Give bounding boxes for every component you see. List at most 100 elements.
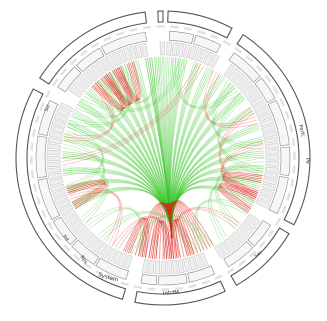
- blurred-label: [31, 128, 36, 138]
- leaf-node: [105, 54, 117, 69]
- leaf-node: [69, 218, 83, 231]
- leaf-node: [47, 167, 62, 174]
- subgroup-arc-19: [75, 47, 105, 73]
- blurred-label: [129, 27, 138, 32]
- trunk-edge-14: [168, 57, 177, 239]
- leaf-node: [259, 188, 274, 198]
- blurred-label: [107, 276, 116, 282]
- leaf-node: [171, 42, 179, 57]
- edge-157: [218, 107, 255, 202]
- leaf-node: [86, 235, 99, 249]
- label-sec: Sec: [253, 249, 263, 259]
- edge-210: [103, 213, 192, 256]
- edge-148: [203, 70, 259, 128]
- leaf-node: [76, 76, 90, 90]
- leaf-node-ring: [46, 41, 280, 275]
- trunk-edge-68: [71, 114, 173, 239]
- leaf-node: [50, 124, 65, 134]
- leaf-node: [177, 259, 185, 274]
- trunk-edge-48: [171, 136, 263, 239]
- trunk-edge-94: [135, 60, 173, 239]
- blurred-label: [290, 178, 295, 188]
- label-sid: Sid: [43, 104, 51, 113]
- leaf-node: [50, 183, 65, 192]
- trunk-edge-26: [170, 68, 212, 239]
- trunk-edge-130: [170, 202, 195, 255]
- trunk-edge-34: [170, 85, 235, 239]
- trunk-edge-39: [171, 97, 245, 239]
- trunk-edge-25: [170, 67, 210, 239]
- trunk-edge-141: [155, 202, 173, 260]
- blurred-label: [222, 39, 231, 46]
- blurred-label: [36, 196, 42, 205]
- leaf-node: [148, 259, 155, 274]
- trunk-edge-133: [169, 202, 185, 258]
- trunk-edge-69: [71, 112, 173, 239]
- leaf-node: [246, 90, 261, 103]
- edge-254: [123, 217, 145, 257]
- blurred-label: [120, 281, 129, 287]
- trunk-edge-96: [145, 58, 173, 239]
- blurred-label: [39, 102, 45, 111]
- leaf-node: [259, 118, 274, 128]
- blurred-label: [60, 67, 68, 76]
- edge-200: [209, 177, 263, 240]
- subgroup-arc-10: [158, 273, 188, 286]
- edge-168: [64, 84, 113, 136]
- leaf-node: [117, 252, 128, 267]
- blurred-label: [63, 243, 71, 252]
- leaf-node: [159, 41, 165, 56]
- leaf-node: [48, 172, 63, 180]
- leaf-node: [52, 189, 67, 198]
- group-labels: System IntrfM Res Int Perfc Pe Sec Sid: [43, 104, 310, 297]
- blurred-label: [210, 34, 219, 40]
- trunk-edge-112: [75, 189, 173, 239]
- leaf-node: [68, 86, 83, 99]
- trunk-edge-92: [131, 61, 173, 239]
- edge-218: [174, 57, 239, 108]
- blurred-label: [291, 137, 296, 147]
- blurred-label: [286, 192, 292, 201]
- blurred-label: [44, 90, 51, 99]
- blurred-label: [188, 284, 197, 289]
- trunk-edge-29: [170, 75, 222, 239]
- leaf-node: [261, 183, 276, 192]
- trunk-edge-93: [133, 60, 173, 239]
- subgroup-arc-0: [168, 30, 195, 44]
- edge-174: [196, 201, 248, 251]
- trunk-edge-16: [169, 58, 181, 239]
- trunk-edge-58: [171, 168, 264, 239]
- subgroup-arc-20: [101, 31, 147, 56]
- edge-160: [67, 62, 133, 128]
- trunk-edge-22: [170, 62, 199, 239]
- blurred-label: [248, 250, 257, 258]
- leaf-node: [46, 161, 61, 168]
- trunk-edge-105: [63, 137, 173, 239]
- leaf-node: [62, 209, 77, 221]
- leaf-node: [249, 95, 264, 107]
- blurred-label: [183, 26, 193, 31]
- group-arc-5: [38, 11, 148, 85]
- leaf-node: [128, 45, 138, 60]
- trunk-edge-73: [78, 102, 173, 239]
- blurred-label: [30, 142, 34, 151]
- blurred-label: [272, 86, 279, 95]
- blurred-label: [142, 25, 152, 30]
- leaf-node: [166, 260, 173, 275]
- leaf-node: [264, 142, 279, 150]
- blurred-label: [79, 49, 88, 57]
- trunk-edge-132: [169, 202, 188, 257]
- subgroup-arc-13: [71, 239, 100, 265]
- edge-259: [148, 220, 166, 260]
- leaf-node: [166, 41, 172, 56]
- trunk-edge-143: [148, 202, 173, 259]
- blurred-label: [258, 240, 266, 249]
- trunk-edge-32: [170, 82, 232, 239]
- trunk-edge-79: [89, 87, 173, 239]
- trunk-edge-54: [171, 154, 265, 239]
- trunk-edge-97: [147, 57, 173, 239]
- leaf-node: [117, 49, 127, 64]
- trunk-edge-24: [170, 66, 208, 239]
- leaf-node: [204, 51, 215, 66]
- blurred-label: [30, 169, 35, 179]
